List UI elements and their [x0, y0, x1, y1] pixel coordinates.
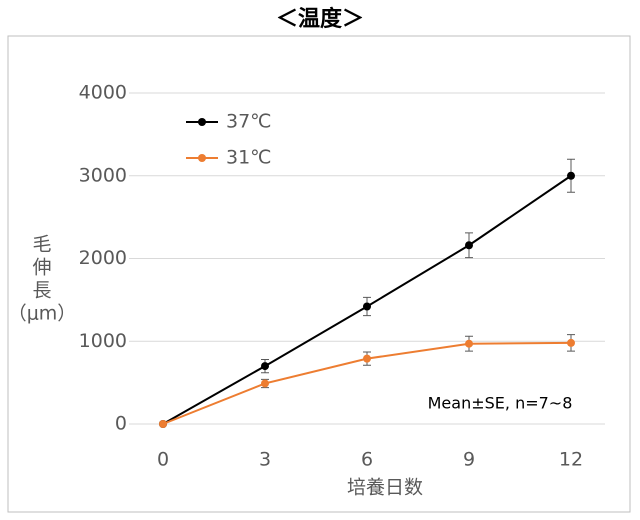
- data-point: [363, 354, 371, 363]
- data-point: [159, 420, 167, 428]
- x-tick-label: 9: [463, 449, 475, 471]
- data-point: [465, 241, 473, 250]
- legend-label: 37℃: [226, 111, 272, 133]
- legend-marker: [198, 154, 206, 162]
- y-tick-label: 1000: [79, 330, 127, 352]
- data-point: [465, 339, 473, 348]
- y-axis-label: 長: [32, 280, 51, 302]
- data-point: [261, 379, 269, 388]
- annotation: Mean±SE, n=7~8: [428, 394, 573, 413]
- x-tick-label: 0: [157, 449, 169, 471]
- x-tick-label: 12: [559, 449, 583, 471]
- data-point: [261, 362, 269, 371]
- y-axis-label: 伸: [32, 257, 51, 279]
- data-point: [567, 171, 575, 180]
- chart-frame: [7, 35, 631, 513]
- y-axis-label: 毛: [32, 234, 51, 256]
- y-tick-label: 0: [115, 413, 127, 435]
- chart-title: ＜温度＞: [276, 6, 364, 32]
- x-tick-label: 3: [259, 449, 271, 471]
- legend-marker: [198, 118, 206, 126]
- y-tick-label: 4000: [79, 82, 127, 104]
- data-point: [567, 338, 575, 347]
- y-axis-label: （μm）: [8, 303, 77, 325]
- legend-label: 31℃: [226, 147, 272, 169]
- y-tick-label: 3000: [79, 164, 127, 186]
- data-point: [363, 302, 371, 311]
- x-tick-label: 6: [361, 449, 373, 471]
- x-axis-label: 培養日数: [347, 477, 423, 499]
- y-tick-label: 2000: [79, 247, 127, 269]
